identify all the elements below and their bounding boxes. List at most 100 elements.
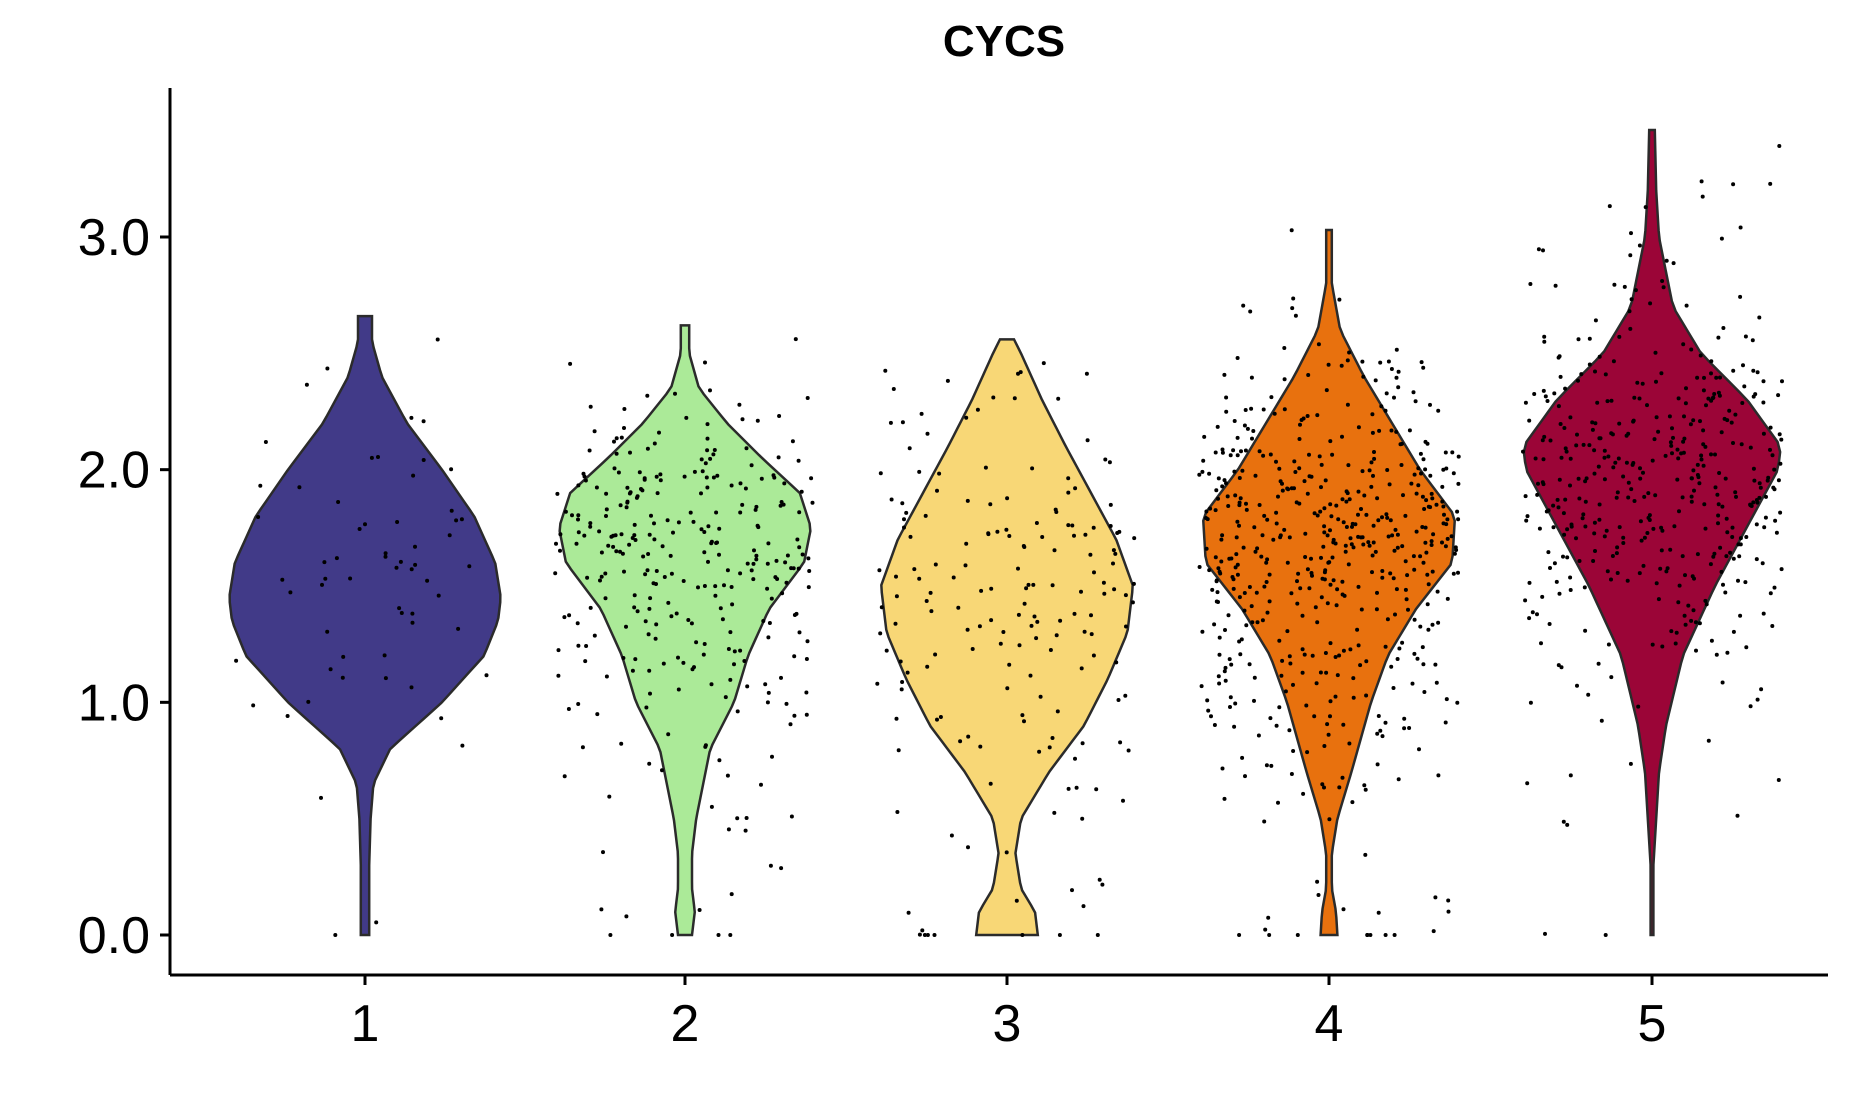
data-point: [1242, 591, 1247, 595]
data-point: [1543, 394, 1548, 399]
data-point: [616, 470, 621, 475]
data-point: [1130, 600, 1135, 605]
data-point: [1714, 652, 1719, 657]
data-point: [374, 920, 379, 925]
data-point: [1328, 641, 1333, 646]
data-point: [1400, 640, 1405, 645]
data-point: [1677, 509, 1681, 514]
data-point: [1768, 591, 1773, 596]
data-point: [1333, 655, 1338, 659]
data-point: [945, 378, 950, 383]
data-point: [1371, 523, 1376, 528]
data-point: [1091, 653, 1096, 658]
data-point: [1664, 569, 1669, 574]
data-point: [585, 575, 590, 580]
data-point: [1724, 554, 1729, 559]
data-point: [1252, 698, 1256, 703]
data-point: [1330, 555, 1335, 560]
data-point: [1552, 561, 1557, 566]
data-point: [1237, 523, 1241, 528]
data-point: [1041, 361, 1046, 366]
data-point: [1731, 556, 1736, 561]
data-point: [1322, 524, 1327, 529]
data-point: [714, 510, 719, 515]
data-point: [1706, 738, 1711, 743]
data-point: [1612, 282, 1617, 287]
data-point: [1704, 602, 1709, 607]
data-point: [1454, 548, 1459, 552]
data-point: [1298, 586, 1303, 591]
data-point: [1231, 448, 1236, 453]
data-point: [604, 507, 609, 512]
data-point: [991, 395, 996, 400]
data-point: [1262, 584, 1267, 589]
data-point: [1070, 888, 1074, 893]
data-point: [1197, 565, 1202, 569]
data-point: [1235, 562, 1240, 567]
data-point: [1319, 555, 1323, 560]
data-point: [1294, 500, 1299, 505]
data-point: [341, 654, 346, 659]
data-point: [612, 466, 617, 471]
data-point: [1300, 613, 1305, 618]
data-point: [1233, 565, 1238, 570]
data-point: [1234, 535, 1239, 540]
violin-5: [1522, 128, 1782, 937]
data-point: [1395, 532, 1400, 537]
data-point: [781, 502, 786, 507]
data-point: [1428, 402, 1432, 407]
data-point: [1632, 499, 1637, 503]
data-point: [1250, 620, 1255, 625]
data-point: [576, 530, 581, 535]
data-point: [1047, 745, 1052, 750]
data-point: [1369, 460, 1374, 465]
data-point: [1663, 453, 1668, 458]
data-point: [1420, 494, 1425, 499]
data-point: [1327, 817, 1332, 822]
data-point: [1642, 535, 1647, 540]
data-point: [1325, 722, 1330, 727]
data-point: [1388, 518, 1393, 523]
data-point: [1748, 704, 1753, 709]
data-point: [1730, 535, 1735, 539]
data-point: [785, 553, 790, 558]
data-point: [742, 659, 747, 663]
data-point: [1324, 388, 1329, 393]
data-point: [1416, 466, 1421, 471]
data-point: [1351, 545, 1356, 550]
data-point: [1629, 231, 1633, 236]
data-point: [621, 656, 626, 660]
data-point: [986, 532, 991, 537]
data-point: [1367, 468, 1372, 473]
y-tick-label: 0.0: [78, 907, 150, 965]
data-point: [588, 524, 593, 529]
data-point: [1418, 624, 1423, 629]
data-point: [456, 626, 461, 631]
data-point: [966, 734, 971, 739]
data-point: [938, 715, 943, 719]
data-point: [689, 621, 694, 626]
data-point: [1290, 306, 1295, 311]
data-point: [1431, 532, 1436, 537]
data-point: [1435, 589, 1440, 594]
data-point: [645, 393, 650, 398]
data-point: [1542, 339, 1547, 344]
data-point: [1595, 400, 1600, 405]
data-point: [556, 673, 561, 678]
data-point: [1423, 525, 1428, 530]
data-point: [1610, 554, 1615, 558]
data-point: [1118, 740, 1123, 745]
violin-2: [558, 324, 812, 937]
data-point: [1708, 562, 1713, 567]
data-point: [1322, 530, 1327, 535]
data-point: [1576, 476, 1581, 481]
data-point: [1265, 517, 1270, 522]
data-point: [1569, 524, 1574, 529]
data-point: [1274, 723, 1279, 728]
data-point: [1568, 456, 1573, 461]
data-point: [669, 571, 674, 576]
data-point: [1089, 632, 1094, 637]
data-point: [732, 649, 737, 654]
data-point: [1005, 686, 1010, 691]
data-point: [660, 544, 665, 549]
